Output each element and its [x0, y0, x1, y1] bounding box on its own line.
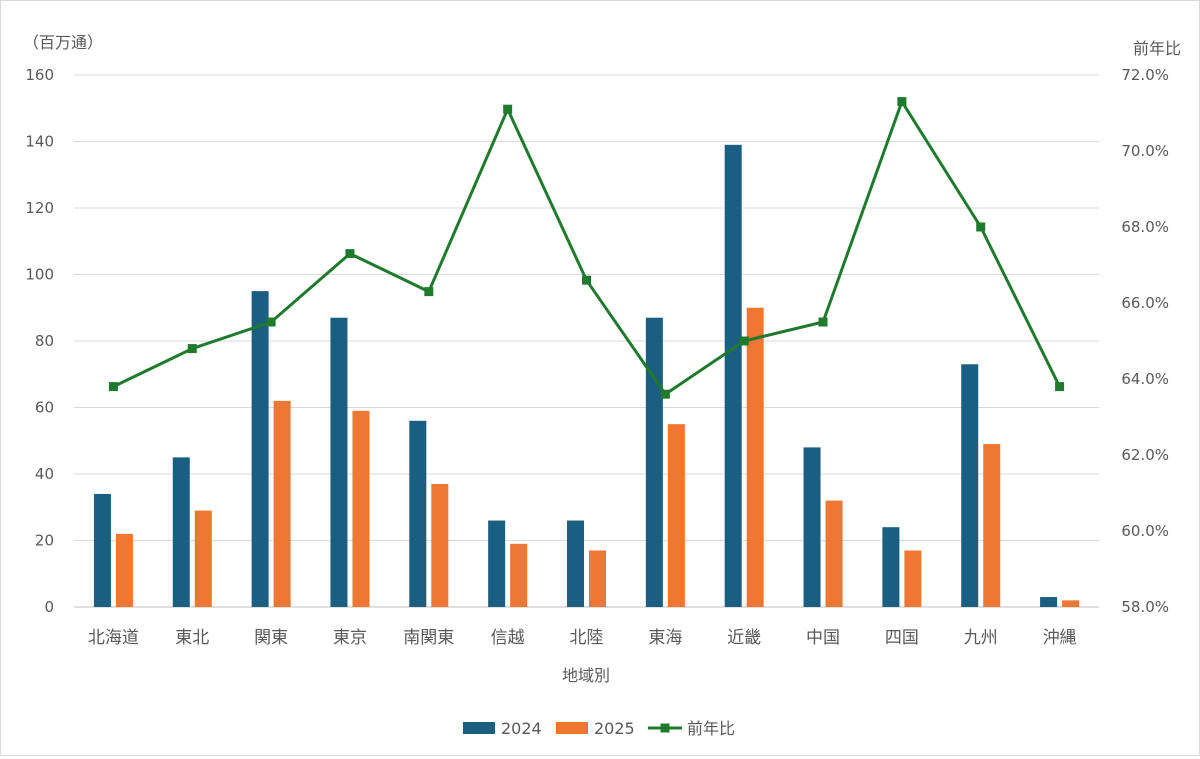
- left-axis-title: （百万通）: [23, 33, 103, 52]
- category-label: 南関東: [403, 628, 454, 648]
- marker-東海: [660, 389, 670, 399]
- bar-2025-東海: [667, 424, 685, 607]
- bar-2025-四国: [904, 550, 922, 607]
- bar-2025-中国: [825, 500, 843, 607]
- category-label: 近畿: [727, 628, 761, 648]
- bar-2025-近畿: [746, 307, 764, 607]
- marker-沖縄: [1055, 382, 1065, 392]
- y2-tick-label: 62.0%: [1121, 446, 1169, 464]
- legend-swatch-2024: [463, 722, 495, 734]
- bar-2025-九州: [983, 444, 1001, 607]
- bar-2024-北海道: [93, 493, 111, 607]
- legend-swatch-2025: [556, 722, 588, 734]
- y2-tick-label: 58.0%: [1121, 598, 1169, 616]
- y2-tick-label: 64.0%: [1121, 370, 1169, 388]
- y-tick-label: 40: [35, 465, 54, 483]
- y2-tick-label: 72.0%: [1121, 66, 1169, 84]
- category-label: 中国: [806, 628, 840, 648]
- bar-2025-北海道: [115, 533, 133, 607]
- marker-九州: [976, 222, 986, 232]
- y-tick-label: 60: [35, 399, 54, 417]
- y-tick-label: 120: [25, 199, 54, 217]
- y-tick-label: 80: [35, 332, 54, 350]
- category-label: 北海道: [88, 628, 139, 648]
- bar-2024-東海: [645, 317, 663, 607]
- y2-tick-label: 68.0%: [1121, 218, 1169, 236]
- marker-南関東: [424, 287, 434, 297]
- category-label: 沖縄: [1043, 628, 1077, 648]
- bar-2025-信越: [510, 543, 528, 607]
- bar-2025-東京: [352, 410, 370, 607]
- legend: 2024 2025 前年比: [463, 719, 735, 738]
- category-label: 東京: [333, 628, 367, 648]
- line-series: [108, 97, 1065, 399]
- y2-tick-label: 70.0%: [1121, 142, 1169, 160]
- bar-series: [93, 144, 1080, 607]
- legend-label: 前年比: [687, 719, 735, 738]
- category-label: 信越: [491, 628, 525, 648]
- category-label: 東海: [648, 628, 682, 648]
- marker-中国: [818, 317, 828, 327]
- bar-2025-北陸: [589, 550, 606, 607]
- right-axis-title: 前年比: [1133, 39, 1181, 58]
- bar-2024-中国: [803, 447, 821, 607]
- bar-2025-沖縄: [1062, 600, 1080, 607]
- bar-2024-南関東: [409, 420, 427, 607]
- bar-2025-関東: [273, 400, 291, 607]
- marker-四国: [897, 97, 907, 107]
- bar-2025-東北: [194, 510, 212, 607]
- marker-東京: [345, 249, 355, 259]
- bar-2025-南関東: [431, 483, 449, 607]
- y-tick-label: 0: [44, 598, 54, 616]
- left-axis-ticks: 0 20 40 60 80 100 120 140 160: [25, 66, 54, 616]
- legend-label: 2024: [501, 719, 542, 738]
- marker-北陸: [582, 275, 591, 285]
- gridlines: [74, 74, 1099, 608]
- bar-2024-東京: [330, 317, 348, 607]
- y-tick-label: 140: [25, 133, 54, 151]
- marker-北海道: [108, 382, 118, 392]
- bar-2024-近畿: [724, 144, 742, 607]
- marker-近畿: [739, 336, 749, 346]
- bar-2024-信越: [488, 520, 506, 607]
- y-tick-label: 20: [35, 532, 54, 550]
- y-tick-label: 100: [25, 266, 54, 284]
- legend-swatch-marker: [660, 723, 670, 733]
- category-labels: 北海道 東北 関東 東京 南関東 信越 北陸 東海 近畿 中国 四国 九州 沖縄: [88, 628, 1077, 648]
- category-label: 関東: [254, 628, 288, 648]
- bar-2024-九州: [961, 364, 979, 607]
- right-axis-ticks: 58.0% 60.0% 62.0% 64.0% 66.0% 68.0% 70.0% 72.0%: [1121, 66, 1169, 616]
- y2-tick-label: 66.0%: [1121, 294, 1169, 312]
- bar-2024-沖縄: [1040, 597, 1058, 607]
- bar-2024-四国: [882, 527, 900, 607]
- bar-2024-東北: [172, 457, 190, 607]
- bar-2024-北陸: [567, 520, 584, 607]
- y-tick-label: 160: [25, 66, 54, 84]
- category-label: 四国: [885, 628, 919, 648]
- legend-label: 2025: [594, 719, 635, 738]
- marker-関東: [266, 317, 276, 327]
- category-label: 北陸: [570, 628, 604, 648]
- category-label: 東北: [175, 628, 209, 648]
- category-label: 九州: [964, 628, 998, 648]
- marker-東北: [187, 344, 197, 354]
- x-axis-title: 地域別: [562, 666, 610, 685]
- y2-tick-label: 60.0%: [1121, 522, 1169, 540]
- marker-信越: [503, 104, 513, 114]
- bar-2024-関東: [251, 291, 269, 607]
